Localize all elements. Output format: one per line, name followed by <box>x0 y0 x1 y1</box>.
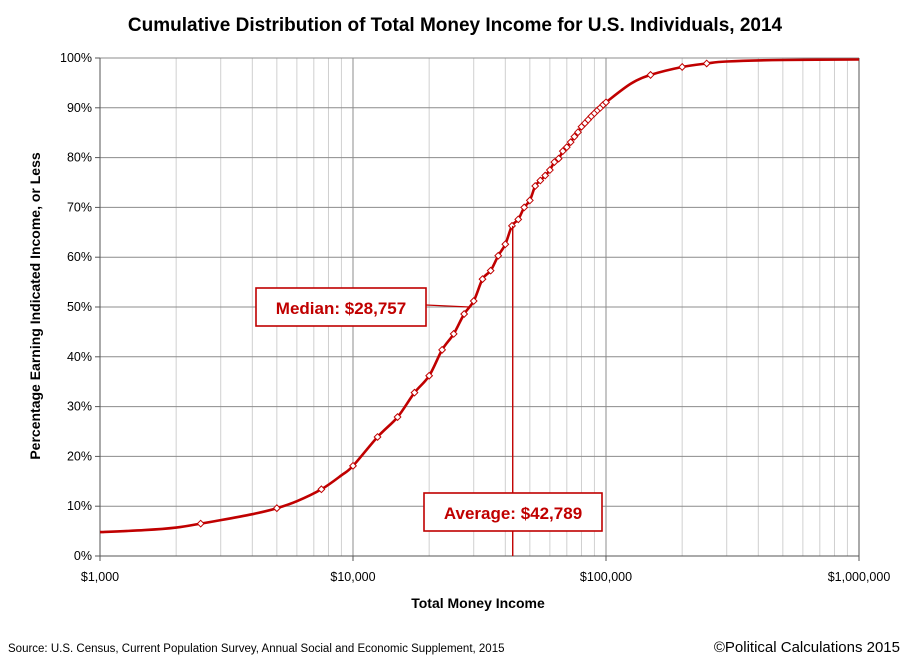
data-point-marker <box>531 181 540 190</box>
y-tick-label: 80% <box>67 151 92 165</box>
tick-labels: 0% 10% 20% 30% 40% 50% 60% 70% 80% 90% 100% $1,000 $… <box>60 51 890 584</box>
y-tick-label: 40% <box>67 350 92 364</box>
data-point-marker <box>550 158 559 167</box>
data-point-marker <box>525 196 534 205</box>
x-tick-label: $1,000,000 <box>828 570 891 584</box>
data-point-marker <box>514 215 523 224</box>
y-tick-label: 100% <box>60 51 92 65</box>
data-point-marker <box>196 519 205 528</box>
data-point-marker <box>460 309 469 318</box>
cdf-line <box>99 58 860 534</box>
y-tick-label: 50% <box>67 300 92 314</box>
y-tick-label: 30% <box>67 400 92 414</box>
y-tick-label: 0% <box>74 549 92 563</box>
data-point-marker <box>678 62 687 71</box>
x-tick-label: $1,000 <box>81 570 119 584</box>
data-point-marker <box>410 388 419 397</box>
y-tick-label: 10% <box>67 499 92 513</box>
source-note: Source: U.S. Census, Current Population … <box>8 643 505 655</box>
data-point-marker <box>562 143 571 152</box>
grid <box>99 57 860 557</box>
y-tick-label: 90% <box>67 101 92 115</box>
data-point-marker <box>317 485 326 494</box>
x-tick-label: $10,000 <box>330 570 375 584</box>
data-point-marker <box>478 275 487 284</box>
data-point-marker <box>272 504 281 513</box>
median-callout-box <box>255 287 427 327</box>
data-point-marker <box>702 59 711 68</box>
y-tick-label: 60% <box>67 250 92 264</box>
data-point-marker <box>554 154 563 163</box>
x-axis-title: Total Money Income <box>411 595 545 611</box>
data-point-marker <box>438 345 447 354</box>
data-point-marker <box>425 371 434 380</box>
data-point-marker <box>348 461 358 470</box>
series-curve <box>99 58 860 534</box>
data-point-marker <box>536 176 545 185</box>
data-point-marker <box>486 266 495 275</box>
x-tick-label: $100,000 <box>580 570 632 584</box>
annotations: Median: $28,757 Average: $42,789 <box>255 225 603 556</box>
y-tick-label: 70% <box>67 200 92 214</box>
median-leader-line <box>425 304 470 308</box>
median-label: Median: $28,757 <box>276 299 406 318</box>
average-label: Average: $42,789 <box>444 504 582 523</box>
y-tick-label: 20% <box>67 449 92 463</box>
data-point-marker <box>469 297 478 306</box>
data-point-marker <box>570 132 579 141</box>
y-axis-title: Percentage Earning Indicated Income, or … <box>27 152 43 460</box>
data-point-marker <box>393 413 402 422</box>
data-point-marker <box>449 329 458 338</box>
data-point-marker <box>541 171 550 180</box>
data-point-marker <box>601 98 611 107</box>
data-point-marker <box>373 432 382 441</box>
data-point-marker <box>507 221 516 230</box>
data-point-marker <box>501 240 510 249</box>
data-point-marker <box>520 203 529 212</box>
average-callout-box <box>423 492 603 532</box>
data-point-marker <box>573 128 583 137</box>
data-point-marker <box>494 251 503 260</box>
data-point-marker <box>558 147 567 156</box>
chart-title: Cumulative Distribution of Total Money I… <box>128 15 783 36</box>
data-point-marker <box>545 166 554 175</box>
data-point-marker <box>566 138 575 147</box>
axes <box>95 57 860 561</box>
data-point-marker <box>646 70 655 79</box>
copyright-credit: ©Political Calculations 2015 <box>714 639 900 656</box>
series-markers <box>196 59 711 528</box>
